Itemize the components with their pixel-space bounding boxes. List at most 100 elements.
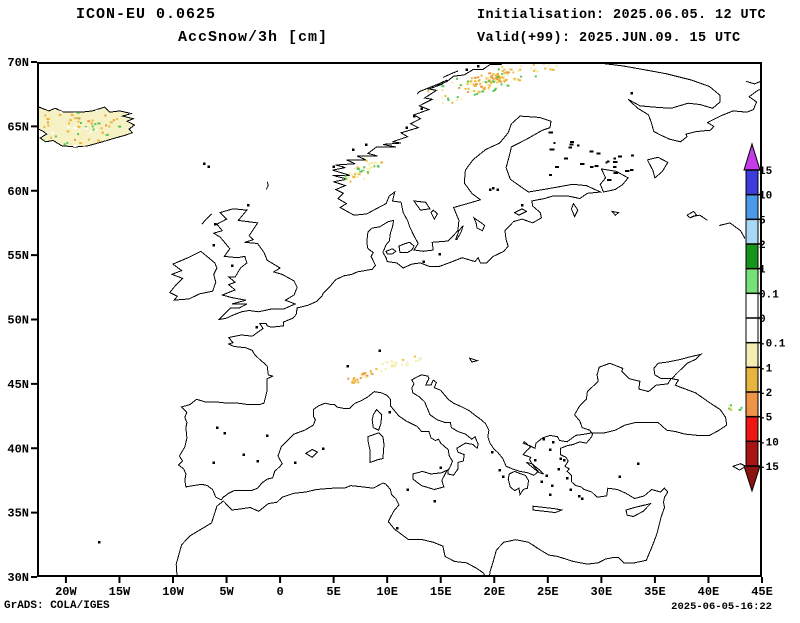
snow-speck (368, 164, 371, 166)
snow-speck (95, 109, 98, 112)
lat-tick-label: 70N (7, 56, 29, 70)
snow-speck (494, 77, 498, 80)
snow-speck (366, 167, 369, 170)
snow-speck (509, 68, 513, 71)
colorbar-label: -0.1 (759, 339, 786, 351)
lat-tick-label: 45N (7, 378, 29, 392)
snow-speck (447, 97, 450, 100)
snow-speck (547, 64, 550, 67)
lon-tick-label: 10W (162, 585, 184, 599)
colorbar-label: 0.1 (759, 289, 779, 301)
snow-speck (494, 72, 497, 75)
init-time-label: Initialisation: 2025.06.05. 12 UTC (477, 8, 767, 23)
snow-speck (94, 123, 97, 126)
snow-speck (503, 80, 506, 83)
snow-speck (118, 125, 122, 128)
island-or-lake (412, 200, 431, 211)
colorbar-label: -10 (759, 437, 779, 449)
snow-speck (495, 73, 499, 76)
colorbar-segment (746, 392, 758, 417)
islet-dot (551, 484, 554, 488)
coast-fragment (442, 70, 459, 78)
peloponnese-coast (507, 470, 530, 496)
island-or-lake (304, 448, 319, 458)
snow-speck (97, 122, 101, 125)
islet-dot (406, 488, 410, 491)
island-or-lake (371, 408, 383, 431)
snow-speck (372, 166, 375, 169)
lake-mark (589, 150, 594, 153)
lon-tick-label: 15W (109, 585, 131, 599)
snow-speck (107, 142, 110, 145)
lake-mark (548, 174, 552, 177)
snow-speck (125, 108, 128, 111)
islet-dot (255, 326, 259, 329)
snow-speck (464, 87, 467, 90)
snow-speck (394, 362, 397, 365)
snow-speck (77, 114, 80, 117)
snow-speck (532, 63, 535, 66)
snow-speck (391, 361, 394, 363)
islet-dot (294, 461, 297, 464)
lon-tick-label: 5W (219, 585, 234, 599)
islet-dot (562, 458, 566, 462)
snow-speck (112, 119, 115, 122)
lat-tick-label: 55N (7, 249, 29, 263)
snow-speck (46, 118, 50, 120)
snow-speck (65, 133, 68, 136)
colorbar-label: 1 (759, 265, 766, 277)
lake-mark (569, 143, 574, 146)
snow-speck (365, 156, 368, 159)
snow-speck (371, 372, 374, 375)
lon-tick-label: 20E (483, 585, 505, 599)
britain-coast (212, 208, 298, 321)
snow-speck (535, 70, 539, 73)
snow-speck (473, 93, 476, 96)
snow-speck (483, 88, 486, 91)
snow-speck (477, 76, 480, 79)
snow-speck (395, 362, 398, 365)
snow-speck (501, 70, 504, 72)
snow-speck (365, 374, 369, 377)
snow-speck (517, 78, 520, 81)
snow-speck (391, 365, 394, 368)
snow-speck (482, 87, 485, 90)
lon-tick-label: 20W (55, 585, 77, 599)
snow-speck (352, 177, 355, 179)
snow-speck (361, 374, 364, 377)
islet-dot (207, 165, 210, 168)
snow-speck (497, 76, 499, 79)
islet-dot (501, 475, 505, 479)
snow-region-alps-east (377, 355, 423, 371)
lon-tick-label: 40E (698, 585, 720, 599)
snow-speck (488, 79, 491, 82)
snow-speck (102, 133, 105, 136)
snow-speck (473, 76, 477, 79)
snow-speck (370, 161, 374, 164)
snow-speck (492, 73, 495, 76)
lake-mark (549, 148, 555, 151)
snow-speck (493, 80, 496, 83)
snow-speck (488, 84, 491, 87)
snow-speck (43, 126, 46, 128)
snow-speck (375, 368, 378, 370)
snow-speck (79, 137, 82, 140)
snow-speck (105, 124, 108, 127)
snow-speck (356, 168, 360, 170)
island-or-lake (385, 248, 397, 255)
snow-speck (447, 99, 450, 102)
island-or-lake (367, 432, 385, 464)
islet-dot (351, 148, 355, 152)
snow-speck (486, 76, 489, 79)
lat-tick-label: 30N (7, 571, 29, 585)
snow-speck (470, 77, 473, 80)
snow-speck (730, 404, 732, 407)
lon-tick-label: 10E (376, 585, 398, 599)
snow-speck (74, 138, 76, 141)
snow-speck (373, 162, 377, 164)
islet-dot (332, 165, 336, 168)
colorbar-segment (746, 318, 758, 343)
snow-speck (77, 133, 80, 136)
snow-speck (483, 86, 486, 89)
valid-time-label: Valid(+99): 2025.JUN.09. 15 UTC (477, 31, 741, 46)
